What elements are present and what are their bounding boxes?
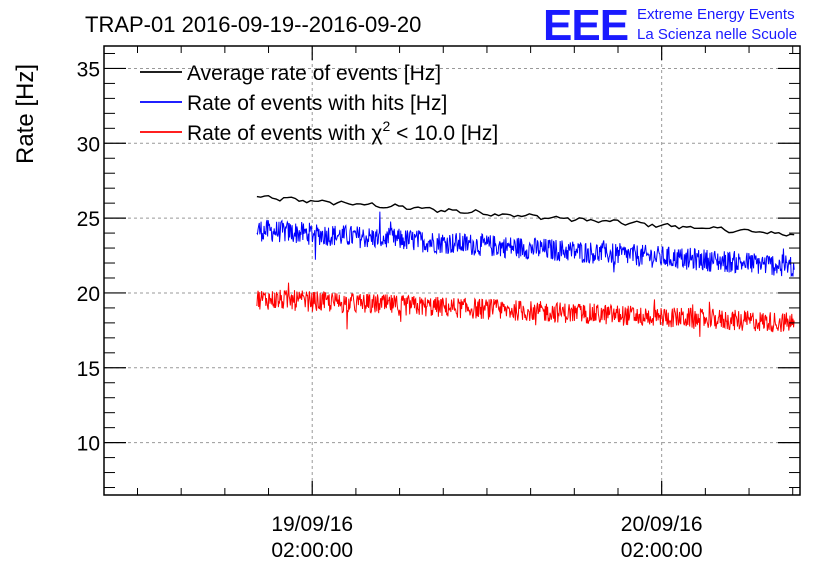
- y-axis-label: Rate [Hz]: [12, 64, 39, 164]
- y-tick-label: 15: [77, 358, 100, 381]
- x-tick-label-time: 02:00:00: [621, 539, 703, 562]
- logo-letters: EEE: [543, 1, 628, 50]
- grid-lines: [104, 46, 800, 495]
- x-tick-label-time: 02:00:00: [271, 539, 353, 562]
- series-line-2: [256, 211, 795, 278]
- chart-title: TRAP-01 2016-09-19--2016-09-20: [85, 12, 421, 37]
- legend-label: Average rate of events [Hz]: [187, 62, 441, 85]
- legend-label: Rate of events with hits [Hz]: [187, 92, 447, 115]
- logo-line-2: La Scienza nelle Scuole: [637, 26, 797, 43]
- x-tick-label-date: 19/09/16: [271, 513, 353, 536]
- axis-ticks: [104, 46, 800, 495]
- x-tick-label-date: 20/09/16: [621, 513, 703, 536]
- plot-frame: [103, 45, 801, 496]
- y-tick-label: 30: [77, 133, 100, 156]
- legend: Average rate of events [Hz] Rate of event…: [140, 62, 498, 145]
- eee-logo: EEE Extreme Energy Events La Scienza nel…: [543, 1, 797, 50]
- series-line-1: [256, 194, 795, 237]
- y-tick-label: 20: [77, 283, 100, 306]
- y-tick-label: 35: [77, 58, 100, 81]
- logo-line-1: Extreme Energy Events: [637, 6, 795, 23]
- axis-tick-labels: 10 15 20 25 30 35 19/09/16 02:00:00 20/09/16 02:0…: [77, 58, 703, 562]
- series-lines: [256, 194, 795, 337]
- y-tick-label: 25: [77, 208, 100, 231]
- y-tick-label: 10: [77, 433, 100, 456]
- legend-label: Rate of events with χ2 < 10.0 [Hz]: [187, 118, 498, 145]
- series-line-3: [256, 282, 795, 337]
